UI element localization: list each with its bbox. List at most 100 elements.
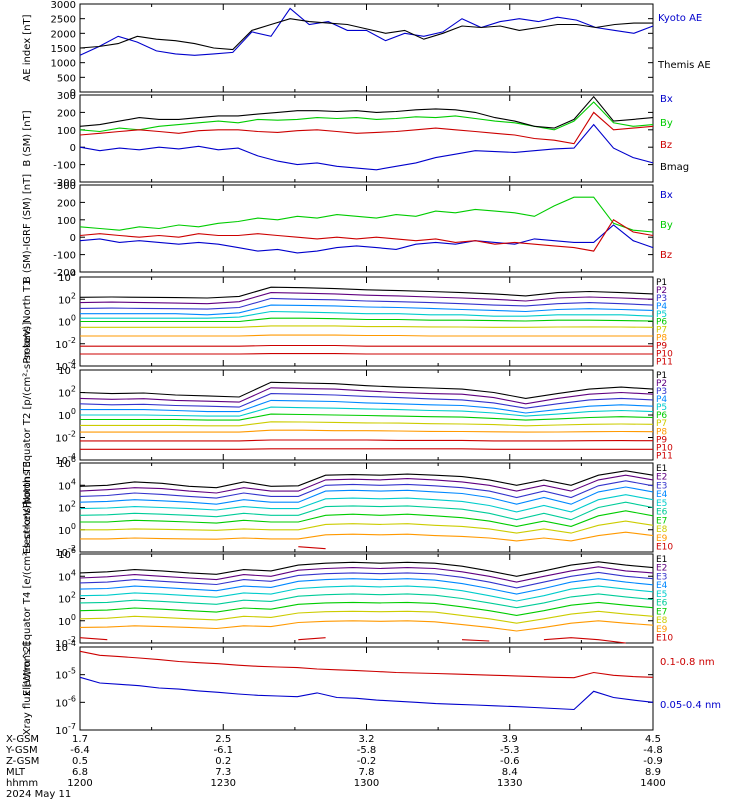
series-line-E3: [79, 571, 654, 589]
ephem-mlt: 8.9: [645, 767, 661, 778]
series-line-Bz: [79, 219, 654, 252]
legend-P11: P11: [656, 357, 673, 367]
legend-P6: P6: [656, 411, 667, 421]
ephem-hhmm: 1330: [497, 778, 522, 789]
series-line-P9: [80, 344, 653, 347]
ephem-mlt: 6.8: [72, 767, 88, 778]
legend-P10: P10: [656, 350, 673, 360]
legend-E3: E3: [656, 572, 667, 582]
y-axis-label: B (SM) [nT]: [22, 110, 33, 166]
ephem-x: 3.2: [359, 734, 375, 745]
ephem-row-label: Y-GSM: [5, 745, 38, 756]
series-line-P4: [80, 399, 654, 414]
series-line-Bz: [79, 111, 654, 145]
series-line-P3: [79, 297, 654, 310]
legend-P6: P6: [656, 318, 667, 328]
y-axis-label: Protons Equator T2 [p/(cm²-s-sr-keV)]: [22, 322, 33, 509]
legend-E2: E2: [656, 473, 667, 483]
y-tick-label: 100: [58, 613, 76, 628]
ephem-hhmm: 1230: [211, 778, 236, 789]
legend-P10: P10: [656, 443, 673, 453]
legend-Bx: Bx: [660, 94, 673, 105]
series-line-Bx: [79, 224, 654, 254]
y-tick-label: 1500: [51, 44, 76, 55]
legend-0.1-0.8 nm: 0.1-0.8 nm: [660, 657, 715, 668]
y-tick-label: 104: [58, 477, 76, 492]
series-line-P7: [80, 325, 654, 328]
legend-E9: E9: [656, 625, 668, 635]
ephem-hhmm: 1200: [67, 778, 92, 789]
ephem-y: -4.8: [643, 745, 663, 756]
panel-frame: [79, 553, 654, 644]
legend-E9: E9: [656, 534, 668, 544]
series-line-By: [79, 196, 654, 233]
ephem-x: 1.7: [72, 734, 88, 745]
series-line-E6: [79, 501, 654, 521]
legend-E1: E1: [656, 555, 667, 565]
series-line-P1: [79, 381, 654, 399]
series-line-Themis AE: [79, 18, 653, 51]
legend-P7: P7: [656, 419, 667, 429]
legend-P8: P8: [656, 427, 667, 437]
y-tick-label: 0: [70, 233, 76, 244]
legend-P2: P2: [656, 286, 667, 296]
y-tick-label: 3000: [51, 0, 76, 11]
legend-Bz: Bz: [660, 140, 672, 151]
ephem-row-label: 2024 May 11: [6, 789, 71, 800]
ephem-z: -0.6: [500, 756, 520, 767]
y-tick-label: 2000: [51, 29, 76, 40]
legend-Bx: Bx: [660, 190, 673, 201]
legend-E1: E1: [656, 464, 667, 474]
legend-E2: E2: [656, 564, 667, 574]
legend-E5: E5: [656, 499, 667, 509]
y-axis-label: AE index [nT]: [22, 14, 33, 81]
series-line-P7: [80, 421, 654, 427]
legend-By: By: [660, 220, 673, 231]
ephem-row-label: MLT: [6, 767, 26, 778]
y-tick-label: 100: [58, 407, 76, 422]
y-tick-label: 300: [57, 91, 76, 102]
legend-P2: P2: [656, 379, 667, 389]
ephem-y: -6.1: [213, 745, 233, 756]
legend-By: By: [660, 118, 673, 129]
series-line-P6: [80, 317, 654, 323]
panel-frame: [79, 3, 654, 93]
legend-E8: E8: [656, 525, 668, 535]
legend-P1: P1: [656, 371, 667, 381]
y-tick-label: 100: [57, 216, 76, 227]
legend-Kyoto AE: Kyoto AE: [658, 13, 702, 24]
series-line-P5: [80, 310, 654, 319]
ephem-y: -6.4: [70, 745, 90, 756]
series-line-0.1-0.8 nm: [79, 650, 654, 679]
ephem-row-label: hhmm: [6, 778, 38, 789]
series-line-E1: [79, 470, 654, 489]
legend-Bmag: Bmag: [660, 162, 689, 173]
legend-P4: P4: [656, 302, 667, 312]
panel-3: -200 -100 0 100 200 300 B (SM)-IGRF (SM) [nT] B…: [22, 174, 673, 283]
ephem-mlt: 7.8: [359, 767, 375, 778]
y-tick-label: -100: [53, 251, 76, 262]
y-tick-label: 100: [58, 522, 76, 537]
y-tick-label: 500: [57, 73, 76, 84]
series-line-P2: [79, 387, 654, 405]
series-line-E9: [80, 531, 654, 542]
ephem-y: -5.8: [357, 745, 377, 756]
series-line-P6: [80, 413, 654, 421]
y-tick-label: 10-2: [55, 336, 76, 351]
series-line-E3: [79, 480, 654, 499]
y-tick-label: -200: [53, 268, 76, 279]
series-line-E7: [79, 601, 654, 616]
legend-E7: E7: [656, 607, 667, 617]
series-line-E4: [79, 486, 654, 505]
legend-E10: E10: [656, 634, 673, 644]
series-line-E9: [79, 620, 654, 632]
series-line-0.05-0.4 nm: [79, 676, 654, 711]
series-line-P5: [80, 406, 654, 417]
